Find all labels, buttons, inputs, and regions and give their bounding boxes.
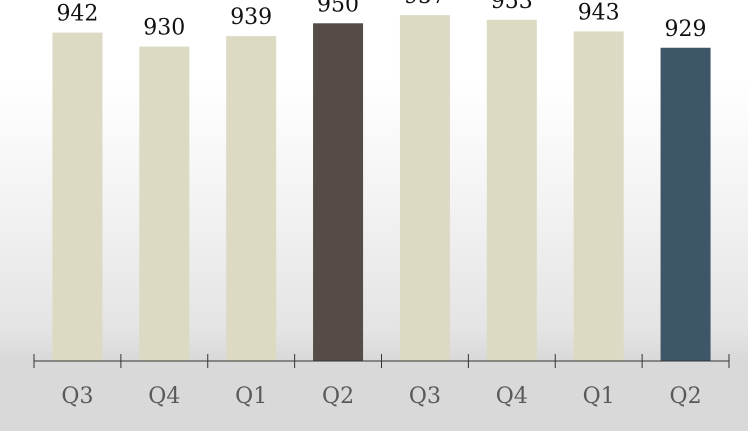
bar-4 — [313, 23, 364, 361]
bar-2 — [139, 46, 190, 361]
value-label-6: 953 — [491, 0, 533, 14]
x-axis — [33, 354, 730, 368]
x-tick-label-8: Q2 — [670, 384, 702, 409]
value-label-7: 943 — [578, 0, 620, 25]
x-tick-label-5: Q3 — [409, 384, 441, 409]
x-tick-label-3: Q1 — [235, 384, 267, 409]
value-label-2: 930 — [143, 16, 185, 41]
x-tick-label-7: Q1 — [583, 384, 615, 409]
x-tick-label-6: Q4 — [496, 384, 528, 409]
value-label-5: 957 — [404, 0, 446, 9]
bar-3 — [226, 36, 277, 361]
bar-5 — [399, 15, 450, 361]
x-tick-label-4: Q2 — [322, 384, 354, 409]
x-tick-labels-group: Q3 Q4 Q1 Q2 Q3 Q4 Q1 Q2 — [61, 384, 701, 409]
x-tick-label-2: Q4 — [148, 384, 180, 409]
bar-7 — [573, 31, 624, 361]
x-tick-label-1: Q3 — [61, 384, 93, 409]
value-labels-group: 942 930 939 950 957 953 943 929 — [56, 0, 706, 42]
bar-6 — [486, 19, 537, 362]
bar-1 — [52, 32, 103, 362]
bars-group — [52, 15, 711, 362]
value-label-1: 942 — [56, 2, 98, 27]
value-label-8: 929 — [665, 17, 707, 42]
value-label-4: 950 — [317, 0, 359, 17]
value-label-3: 939 — [230, 5, 272, 30]
bar-8 — [660, 47, 711, 361]
